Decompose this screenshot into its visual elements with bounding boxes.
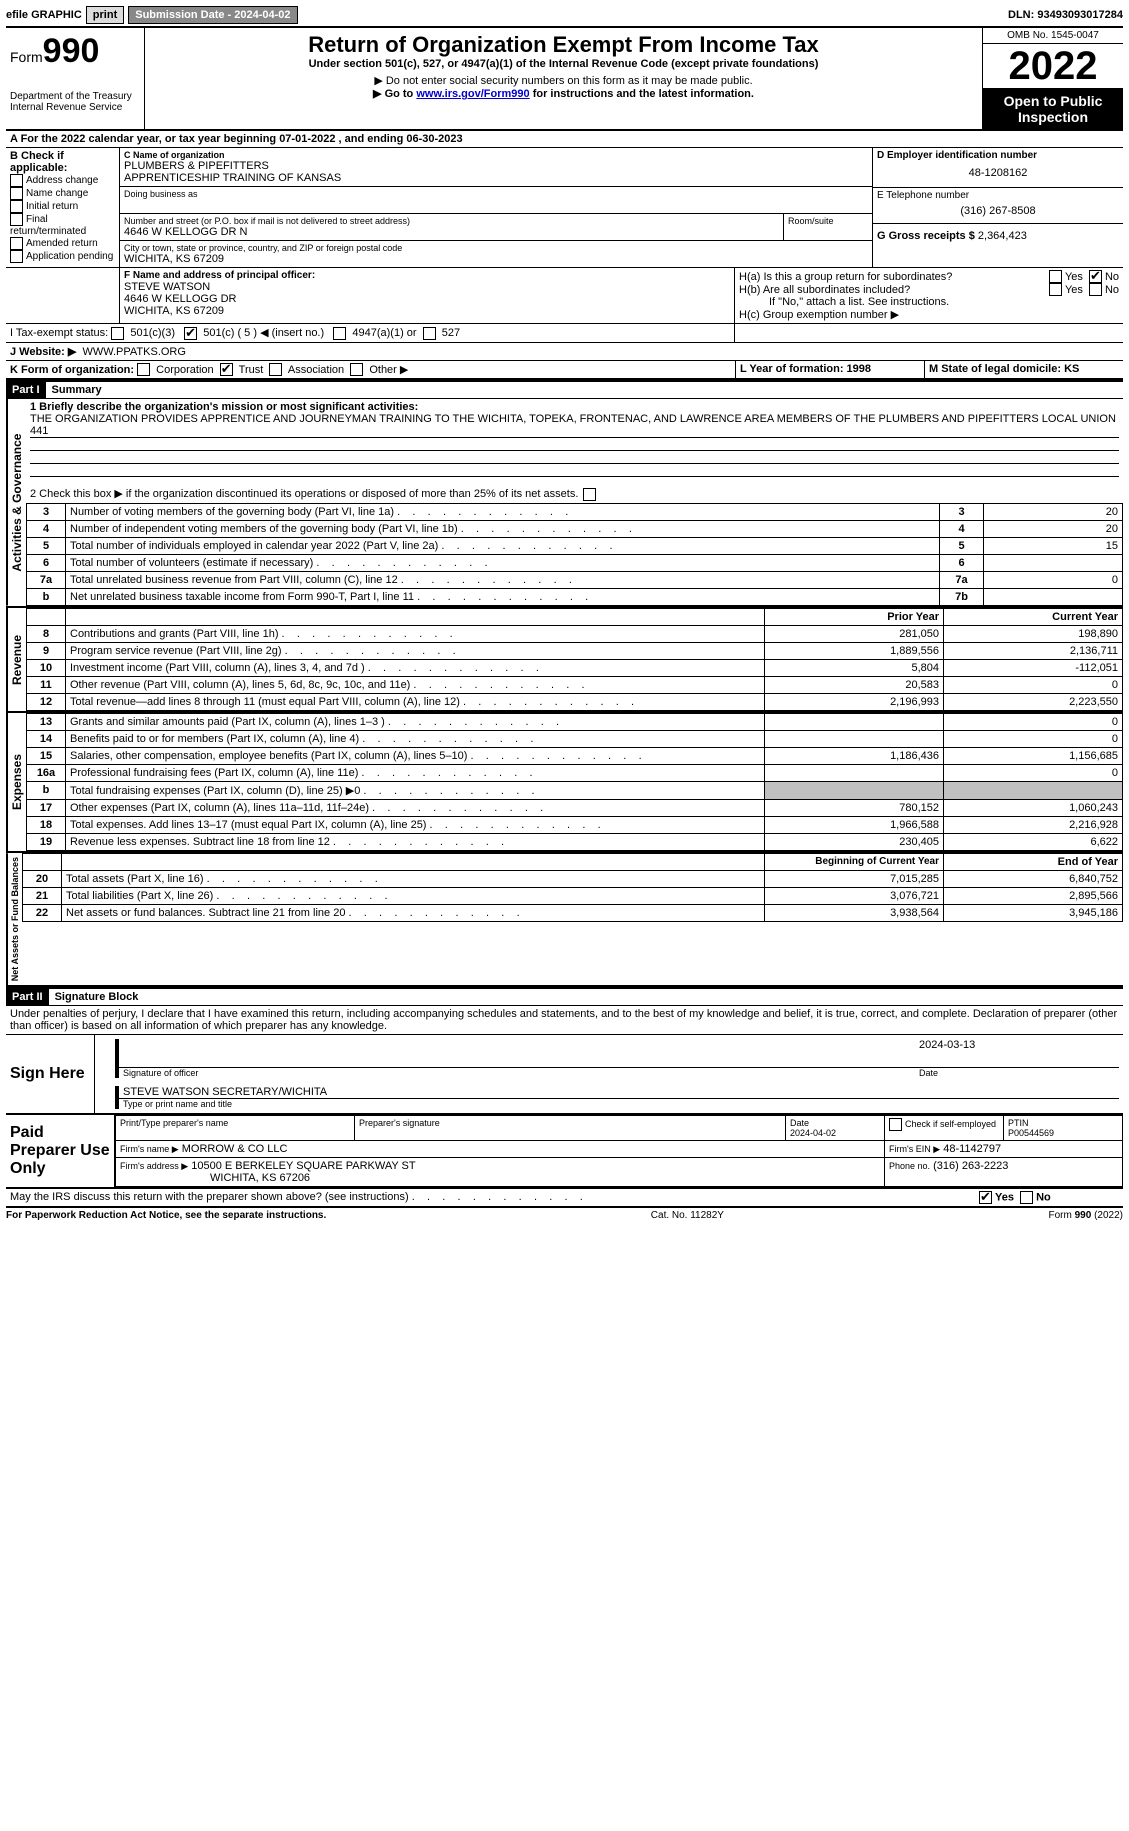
paid-preparer-label: Paid Preparer Use Only [6,1115,115,1187]
section-c: C Name of organization PLUMBERS & PIPEFI… [120,148,873,267]
open-inspection: Open to Public Inspection [983,89,1123,129]
perjury-declaration: Under penalties of perjury, I declare th… [6,1006,1123,1035]
hb-yes-checkbox[interactable] [1049,283,1062,296]
self-employed-checkbox[interactable] [889,1118,902,1131]
section-j: J Website: ▶ WWW.PPATKS.ORG [6,343,1123,361]
form-subtitle: Under section 501(c), 527, or 4947(a)(1)… [149,58,978,70]
form-label: Form990 [10,32,140,71]
print-button[interactable]: print [86,6,124,24]
line2: 2 Check this box ▶ if the organization d… [26,479,1123,503]
ha-yes-checkbox[interactable] [1049,270,1062,283]
form-note1: ▶ Do not enter social security numbers o… [149,74,978,87]
efile-label: efile GRAPHIC [6,9,82,21]
k-trust-checkbox[interactable] [220,363,233,376]
i-4947-checkbox[interactable] [333,327,346,340]
section-h: H(a) Is this a group return for subordin… [735,268,1123,323]
k-assoc-checkbox[interactable] [269,363,282,376]
section-i: I Tax-exempt status: 501(c)(3) 501(c) ( … [6,324,1123,343]
section-f: F Name and address of principal officer:… [120,268,735,323]
page-footer: For Paperwork Reduction Act Notice, see … [6,1208,1123,1221]
revenue-table: Prior Year Current Year 8Contributions a… [26,608,1123,711]
ag-table: 3Number of voting members of the governi… [26,503,1123,606]
vlabel-expenses: Expenses [6,713,26,851]
line2-checkbox[interactable] [583,488,596,501]
section-k: K Form of organization: Corporation Trus… [6,361,736,379]
tax-year: 2022 [983,44,1123,89]
dept-label: Department of the Treasury [10,91,140,102]
omb-label: OMB No. 1545-0047 [983,28,1123,44]
part1-header: Part I [6,382,46,398]
submission-date-button[interactable]: Submission Date - 2024-04-02 [128,6,297,24]
top-bar: efile GRAPHIC print Submission Date - 20… [6,6,1123,24]
discuss-no-checkbox[interactable] [1020,1191,1033,1204]
form-header: Form990 Department of the Treasury Inter… [6,28,1123,131]
k-other-checkbox[interactable] [350,363,363,376]
section-deg: D Employer identification number 48-1208… [873,148,1123,267]
mission: 1 Briefly describe the organization's mi… [26,399,1123,479]
i-501c3-checkbox[interactable] [111,327,124,340]
netassets-table: Beginning of Current Year End of Year 20… [22,853,1123,922]
discuss-row: May the IRS discuss this return with the… [6,1189,1123,1208]
i-527-checkbox[interactable] [423,327,436,340]
k-corp-checkbox[interactable] [137,363,150,376]
sign-here-label: Sign Here [6,1035,95,1113]
section-l: L Year of formation: 1998 [736,361,925,379]
preparer-table: Print/Type preparer's name Preparer's si… [115,1115,1123,1187]
part1-title: Summary [46,382,108,398]
irs-label: Internal Revenue Service [10,102,140,113]
part2-title: Signature Block [49,989,145,1005]
discuss-yes-checkbox[interactable] [979,1191,992,1204]
i-501c-checkbox[interactable] [184,327,197,340]
section-m: M State of legal domicile: KS [925,361,1123,379]
part2-header: Part II [6,989,49,1005]
form-title: Return of Organization Exempt From Incom… [149,32,978,58]
vlabel-netassets: Net Assets or Fund Balances [6,853,22,985]
instructions-link[interactable]: www.irs.gov/Form990 [416,88,529,100]
ha-no-checkbox[interactable] [1089,270,1102,283]
hb-no-checkbox[interactable] [1089,283,1102,296]
vlabel-activities: Activities & Governance [6,399,26,606]
form-note2: ▶ Go to www.irs.gov/Form990 for instruct… [149,87,978,100]
line-a: A For the 2022 calendar year, or tax yea… [6,131,1123,148]
vlabel-revenue: Revenue [6,608,26,711]
section-b: B Check if applicable: Address changeNam… [6,148,120,267]
expense-table: 13Grants and similar amounts paid (Part … [26,713,1123,851]
dln-label: DLN: 93493093017284 [1008,9,1123,21]
